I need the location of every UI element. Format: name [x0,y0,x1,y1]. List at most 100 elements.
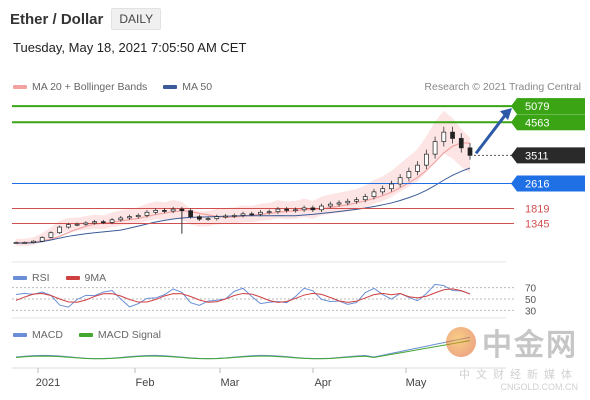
level-tag-bg-5079 [517,98,585,115]
instrument-title: Ether / Dollar [10,10,104,28]
report-datetime: Tuesday, May 18, 2021 7:05:50 AM CET [13,40,247,55]
legend-rsi: RSI [13,272,50,284]
candle-body [31,240,36,243]
candle-body [354,199,359,202]
timeframe-badge[interactable]: DAILY [111,8,162,30]
candle-body [284,208,290,211]
level-label-3511: 3511 [525,150,549,162]
candle-body [249,213,255,216]
candle-body [397,177,403,185]
candle-body [48,232,54,238]
candle-body [441,131,447,142]
candle-body [39,237,45,242]
title-bar: Ether / Dollar DAILY [10,6,162,32]
ma20-line [16,142,471,244]
rsi-level-label-30: 30 [525,306,537,317]
rsi-9ma-line [15,288,471,303]
candle-body [293,209,298,212]
candle-body [415,164,420,172]
candle-body [57,226,63,234]
legend-ma50-swatch [163,85,178,89]
candle-body [380,188,386,193]
candle-body [74,223,80,226]
candle-body [362,196,368,201]
forecast-arrow-head [500,108,512,121]
legend-9ma-swatch [65,276,80,280]
legend-macd: MACD [13,329,63,341]
candle-body [450,131,455,139]
x-tick-label: Apr [314,377,331,389]
research-credit: Research © 2021 Trading Central [424,81,581,93]
candle-body [467,147,473,156]
candle-body [162,210,167,212]
candle-body [179,208,185,212]
watermark: 中金网 中文财经新媒体 CNGOLD.COM.CN [446,320,578,392]
x-tick-label: Feb [136,377,155,389]
level-tag-bg-3511 [517,147,585,164]
legend-ma50: MA 50 [163,81,212,93]
candle-body [231,215,237,217]
level-tag-4563: 4563 [511,114,585,131]
level-tag-pointer-4563 [511,114,517,131]
candle-body [310,207,316,211]
candle-body [109,219,115,223]
candle-body [66,224,71,228]
level-label-5079: 5079 [525,101,549,113]
rsi-legend: RSI 9MA [13,272,122,284]
x-tick-label: Mar [221,377,240,389]
price-legend: MA 20 + Bollinger Bands MA 50 [13,81,228,93]
level-tag-pointer-5079 [511,98,517,115]
legend-signal-swatch [78,333,93,337]
level-tag-bg-2616 [517,175,585,192]
rsi-level-label-70: 70 [525,284,537,295]
candle-body [258,211,263,215]
candle-body [100,221,106,224]
level-label-4563: 4563 [525,117,549,129]
watermark-logo-icon [446,327,476,357]
legend-macd-label: MACD [32,329,63,341]
candle-body [336,202,342,205]
legend-9ma: 9MA [65,272,107,284]
candle-body [118,217,124,221]
candle-body [223,215,228,218]
candle-body [127,216,132,219]
bollinger-band-area [16,110,470,247]
legend-ma20-label: MA 20 + Bollinger Bands [32,81,148,93]
candle-body [275,208,281,213]
candle-body [406,171,412,179]
rsi-line [15,283,471,308]
level-label-2616: 2616 [525,178,549,190]
legend-macd-swatch [13,333,27,337]
candles [13,126,473,244]
legend-macd-signal: MACD Signal [78,329,161,341]
macd-signal-line [15,340,471,360]
legend-ma50-label: MA 50 [182,81,213,93]
legend-ma20-swatch [13,85,27,89]
level-tag-2616: 2616 [511,175,585,192]
macd-line [15,336,471,360]
watermark-tagline: 中文财经新媒体 [459,369,578,381]
candle-body [83,222,89,225]
candle-body [153,210,159,213]
candle-body [319,205,324,211]
candle-body [196,216,202,220]
legend-9ma-label: 9MA [84,272,107,284]
level-tag-5079: 5079 [511,98,585,115]
candle-body [205,218,211,220]
candle-body [423,153,429,166]
watermark-logo: 中金网 [446,320,578,364]
legend-rsi-label: RSI [32,272,50,284]
candle-body [266,211,272,214]
legend-signal-label: MACD Signal [97,329,161,341]
level-tag-3511: 3511 [511,147,585,164]
legend-rsi-swatch [13,276,27,280]
candle-body [13,242,19,244]
macd-legend: MACD MACD Signal [13,329,177,341]
forecast-arrow-shaft [474,113,508,155]
candle-body [92,221,97,224]
level-tag-pointer-2616 [511,175,517,192]
candle-body [458,138,464,149]
rsi-level-label-50: 50 [525,295,537,306]
level-tag-pointer-3511 [511,147,517,164]
